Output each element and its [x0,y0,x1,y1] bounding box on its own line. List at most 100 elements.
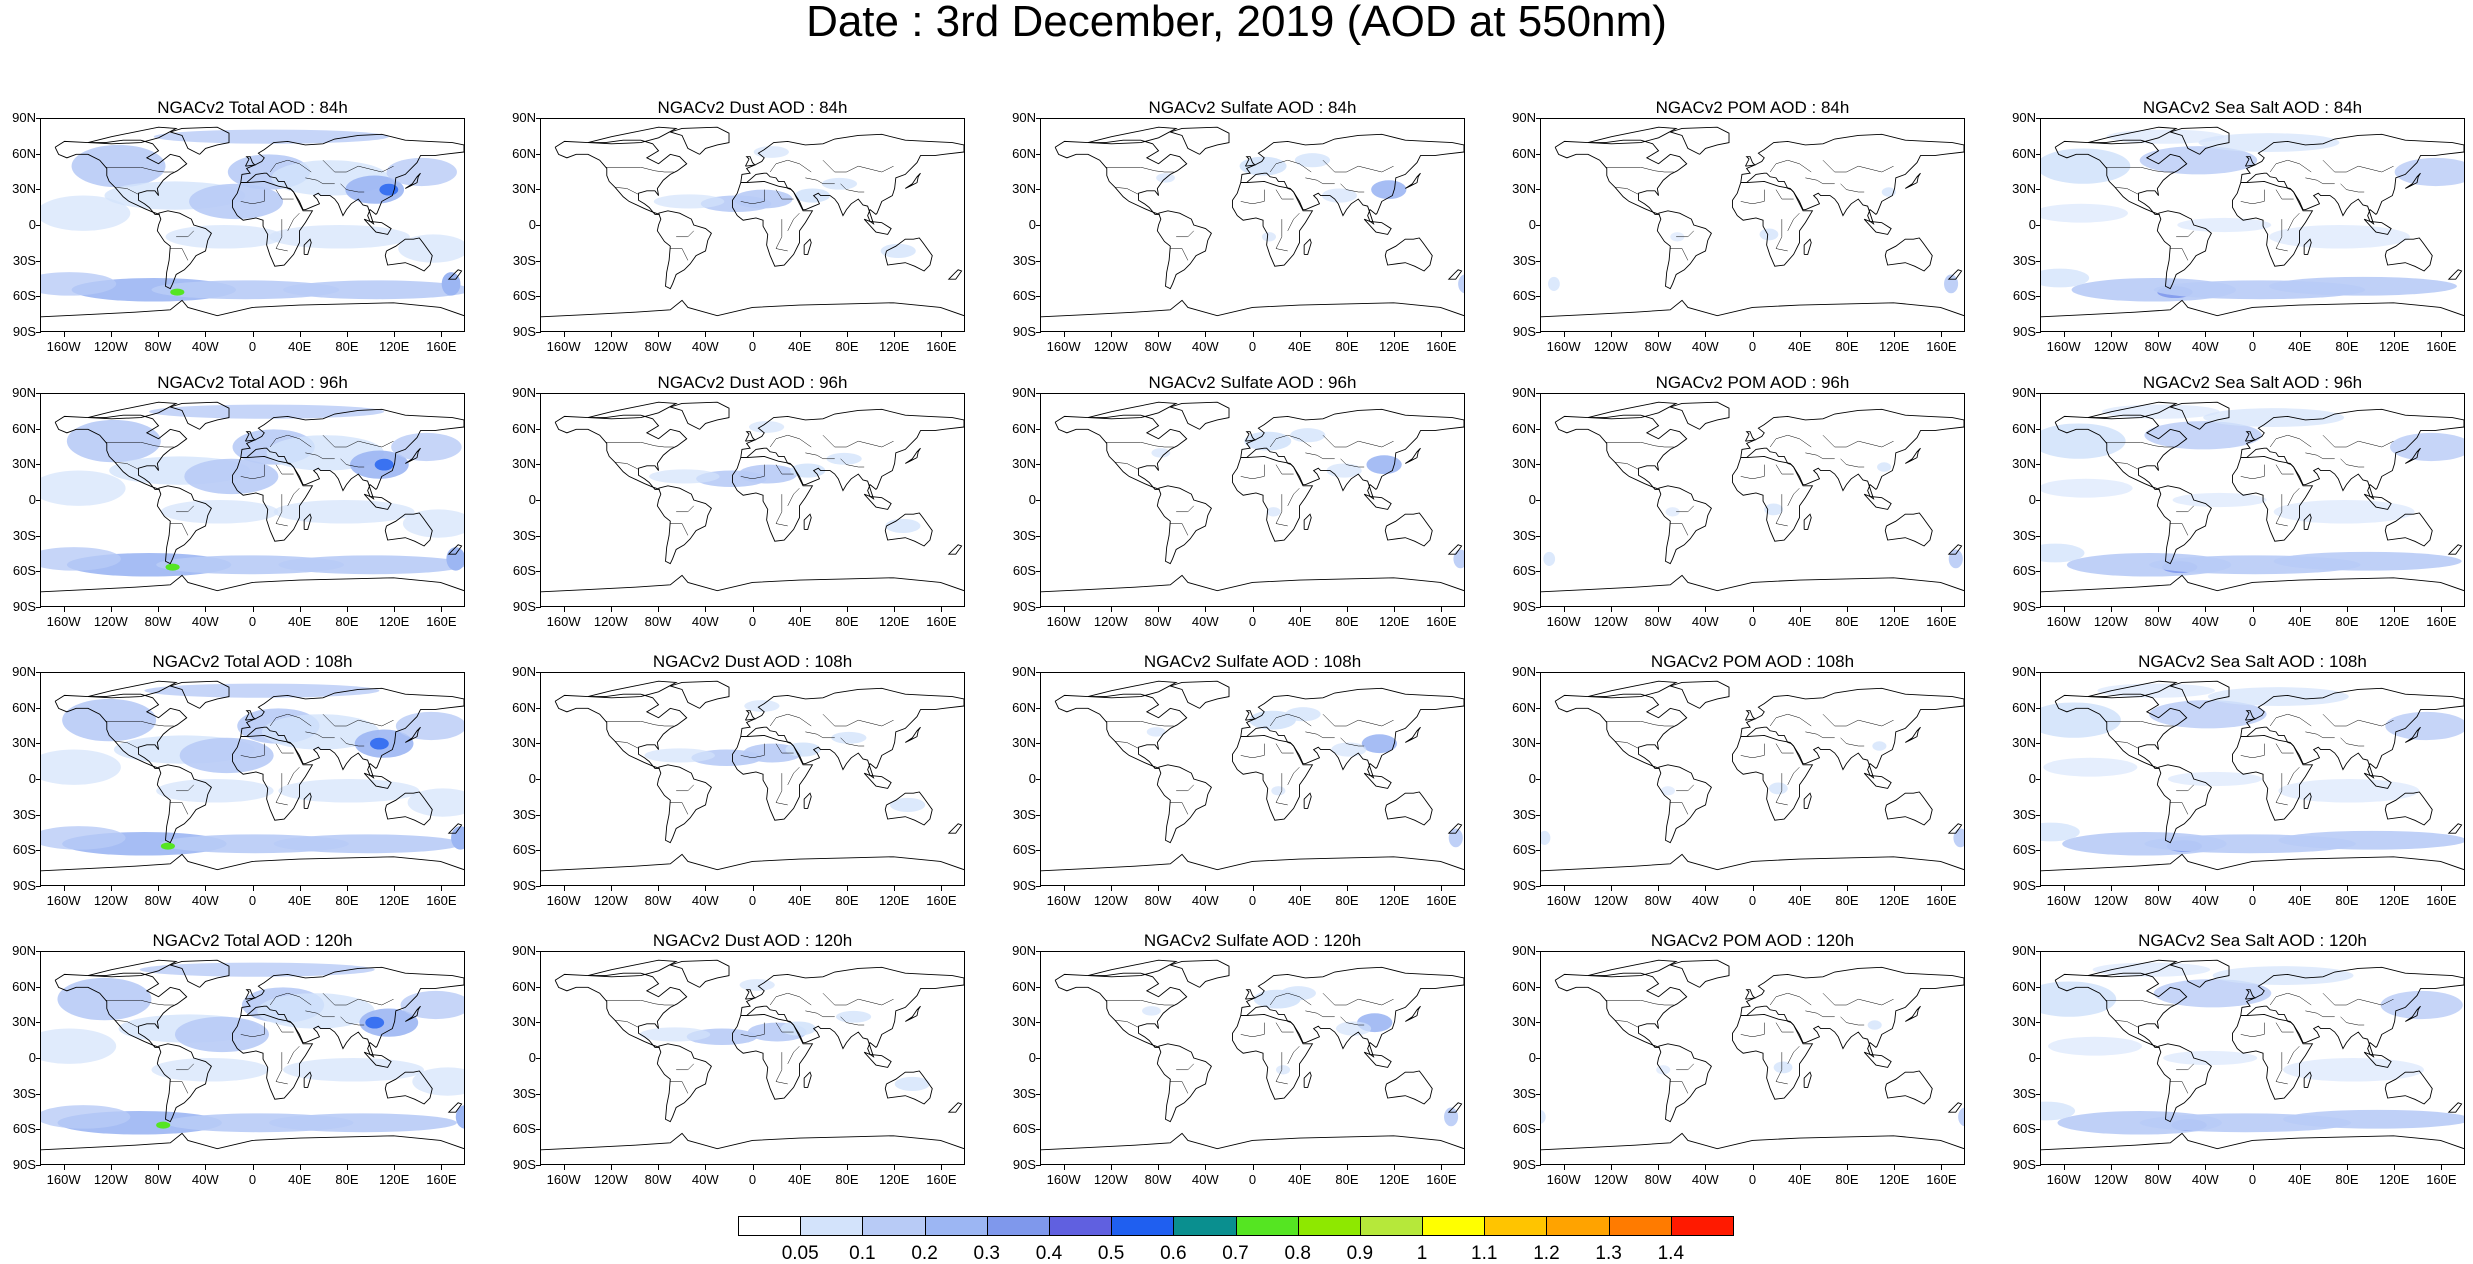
lat-tick [1036,886,1041,887]
lon-tick [2158,332,2160,337]
lat-label: 60N [512,978,536,994]
coastline [947,269,963,280]
country-border [1170,1081,1189,1094]
coastline [905,1005,921,1022]
lat-tick [536,393,541,394]
panel-title: NGACv2 Dust AOD : 84h [657,98,848,117]
lon-label: 80E [1335,1172,1359,1187]
lat-tick [2036,118,2041,119]
lat-tick [2036,814,2041,816]
country-border [115,462,139,470]
country-border [240,1022,265,1038]
colorbar-swatch [1670,1216,1734,1236]
map-panel-pom-3: NGACv2 POM AOD : 120h 90N 60N 30N 0 30S 60S 90S… [1500,931,1975,1211]
country-border [275,464,294,475]
aod-shading [2048,1036,2143,1056]
country-border [2305,731,2335,739]
coastline [2087,680,2178,699]
colorbar-swatch [1173,1216,1237,1236]
coastline [2303,792,2312,809]
lat-label: 30S [2012,1085,2036,1101]
country-border [676,784,694,792]
country-border [305,1010,335,1018]
country-border [322,160,394,173]
country-border [275,189,294,200]
aod-shading [66,419,161,463]
coastline [1363,772,1392,789]
lat-label: 60S [512,842,536,858]
aod-shading [160,842,175,850]
coastline [245,431,256,442]
lat-tick [36,1093,41,1095]
lat-label: 0 [528,771,536,786]
lat-label: 0 [28,217,36,232]
lat-label: 60S [1512,288,1536,304]
lon-tick [658,886,660,891]
country-border [1115,462,1139,470]
lon-tick [1563,1165,1565,1170]
lon-label: 120E [1378,614,1410,629]
colorbar-label: 1.1 [1471,1243,1498,1264]
lon-tick [799,332,801,337]
country-border [2287,767,2300,785]
lon-label: 40E [1788,339,1812,354]
lon-label: 160E [1426,339,1457,354]
coastline [1054,414,1188,490]
country-border [615,462,639,470]
coastline [1587,126,1678,145]
coastline [1054,972,1188,1048]
map-panel-sulfate-3: NGACv2 Sulfate AOD : 120h 90N 60N 30N 0 30S 60… [1000,931,1475,1211]
colorbar-swatch [800,1216,864,1236]
lon-label: 40W [1191,339,1219,354]
coastline [587,959,678,978]
lon-label: 120W [593,893,628,908]
aod-shading [2041,423,2126,459]
lat-tick [1036,707,1041,709]
map-frame [2040,393,2465,607]
lat-tick [36,743,41,745]
lon-label: 80E [2335,339,2359,354]
country-border [2240,464,2265,480]
aod-shading [139,962,375,977]
world-map [541,401,964,593]
lat-tick [536,743,541,745]
map-panel-dust-1: NGACv2 Dust AOD : 96h 90N 60N 30N 0 30S 60S 90S… [500,373,975,653]
colorbar-swatch [1422,1216,1486,1236]
country-border [1269,159,1312,173]
country-border [1340,183,1365,193]
country-border [1322,993,1394,1006]
world-map [1541,680,1964,872]
lat-tick [36,1129,41,1131]
coastline [384,512,433,547]
lat-label: 90S [1012,599,1036,614]
lon-label: 160E [426,614,457,629]
country-border [775,743,794,754]
country-border [2105,441,2174,448]
lon-label: 120W [2093,339,2128,354]
lon-tick [158,886,160,891]
country-border [105,999,174,1006]
aod-shading [653,194,725,209]
country-border [1805,177,1835,185]
aod-shading [1543,551,1556,566]
coastline [863,1051,892,1068]
aod-shading [894,1076,930,1091]
lon-label: 40W [1191,614,1219,629]
lat-label: 90N [1512,110,1536,125]
lon-label: 160W [1046,1172,1081,1187]
country-border [340,737,365,747]
country-border [269,713,312,727]
map-frame [540,951,965,1165]
lat-tick [2036,225,2041,226]
aod-shading [2394,157,2464,187]
aod-shading [1331,742,1367,757]
lon-tick [752,332,754,337]
country-border [2115,1020,2139,1028]
country-border [115,741,139,749]
map-panel-seasalt-1: NGACv2 Sea Salt AOD : 96h 90N 60N 30N 0 30S 60… [2000,373,2473,653]
country-border [269,992,312,1006]
coastline [2156,485,2212,565]
coastline [1054,139,1188,215]
lon-label: 80E [335,893,359,908]
country-border [115,187,139,195]
